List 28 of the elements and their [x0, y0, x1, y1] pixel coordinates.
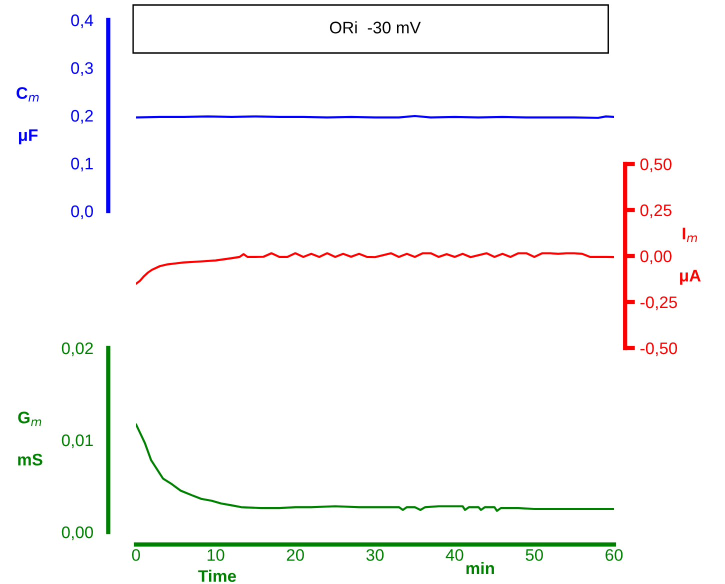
text: C$_{m}$ μF [16, 87, 39, 144]
y-tick-label: 0,2 [71, 110, 93, 124]
x-tick-label: 50 [526, 549, 543, 561]
y-tick-label: 0,0 [71, 205, 93, 220]
y-tick-label: 0,1 [71, 158, 93, 172]
x-tick-label: 20 [286, 549, 304, 561]
y-tick-label: 0,00 [640, 250, 672, 264]
y-tick-label: 0,00 [62, 526, 93, 540]
y-tick-label: 0,25 [640, 204, 672, 218]
text: min [466, 562, 494, 574]
x-tick-label: 10 [208, 549, 224, 561]
x-tick-label: 0 [132, 549, 140, 561]
y-tick-label: 0,50 [640, 158, 672, 172]
line-series [136, 252, 614, 285]
y-tick-label: -0,25 [640, 296, 677, 310]
text: G$_{m}$ mS [18, 412, 42, 466]
x-tick-label: 30 [366, 549, 384, 561]
y-tick-label: 0,4 [71, 14, 94, 28]
y-tick-label: 0,02 [62, 342, 93, 356]
chart-title: ORi -30 mV [330, 21, 421, 34]
x-tick-label: 60 [606, 549, 623, 561]
x-tick-label: 40 [446, 549, 464, 561]
line-series [136, 423, 614, 512]
text: I$_{m}$ μA [680, 228, 701, 285]
y-tick-label: -0,50 [640, 342, 678, 356]
y-tick-label: 0,3 [71, 62, 93, 76]
x-axis-title: Time [198, 570, 236, 582]
y-tick-label: 0,01 [62, 434, 93, 448]
